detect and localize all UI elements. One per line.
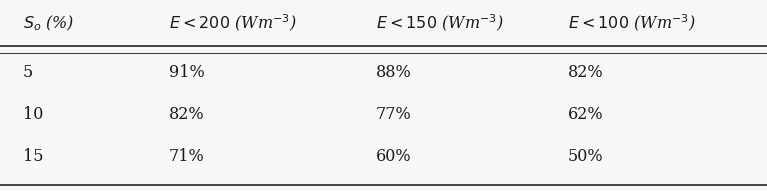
Text: 10: 10 [23, 106, 44, 123]
Text: 50%: 50% [568, 148, 603, 165]
Text: 5: 5 [23, 64, 33, 81]
Text: 82%: 82% [568, 64, 603, 81]
Text: 71%: 71% [169, 148, 205, 165]
Text: $E < 100$ (Wm$^{-3}$): $E < 100$ (Wm$^{-3}$) [568, 12, 696, 33]
Text: 62%: 62% [568, 106, 603, 123]
Text: 88%: 88% [376, 64, 412, 81]
Text: $E < 150$ (Wm$^{-3}$): $E < 150$ (Wm$^{-3}$) [376, 12, 504, 33]
Text: 91%: 91% [169, 64, 205, 81]
Text: 77%: 77% [376, 106, 412, 123]
Text: 82%: 82% [169, 106, 204, 123]
Text: $S_o$ (%): $S_o$ (%) [23, 13, 74, 33]
Text: 15: 15 [23, 148, 44, 165]
Text: $E < 200$ (Wm$^{-3}$): $E < 200$ (Wm$^{-3}$) [169, 12, 297, 33]
Text: 60%: 60% [376, 148, 411, 165]
